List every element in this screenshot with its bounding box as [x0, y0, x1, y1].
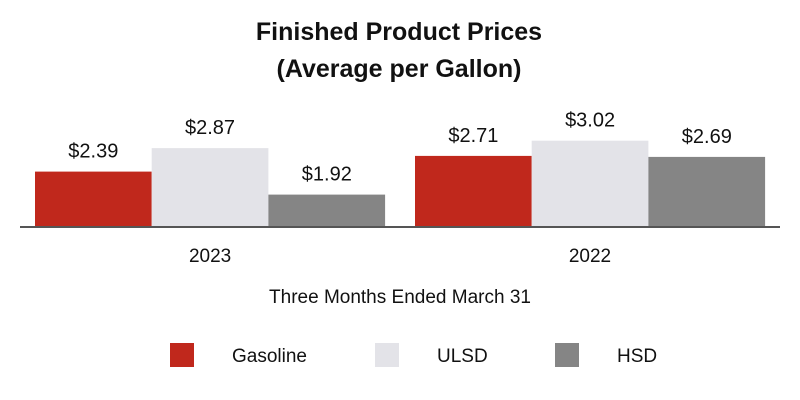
- chart-title: Finished Product Prices: [256, 18, 542, 46]
- data-label-hsd-2022: $2.69: [682, 126, 732, 148]
- bar-gasoline-2022: [415, 155, 532, 226]
- x-tick-label-2023: 2023: [189, 246, 231, 267]
- bars-group: [35, 140, 766, 226]
- chart-subtitle: (Average per Gallon): [277, 55, 522, 83]
- x-axis-title: Three Months Ended March 31: [269, 287, 531, 308]
- bar-hsd-2023: [268, 194, 386, 226]
- legend: Gasoline ULSD HSD: [170, 343, 657, 367]
- data-label-gasoline-2023: $2.39: [68, 141, 118, 163]
- legend-swatch-gasoline: [170, 343, 194, 367]
- bar-labels-group: $2.39 $2.87 $1.92 $2.71 $3.02 $2.69: [68, 110, 732, 186]
- x-tick-labels: 2023 2022: [189, 246, 611, 267]
- x-tick-label-2022: 2022: [569, 246, 611, 267]
- data-label-ulsd-2023: $2.87: [185, 117, 235, 139]
- legend-label-hsd: HSD: [617, 346, 657, 367]
- data-label-ulsd-2022: $3.02: [565, 110, 615, 132]
- data-label-gasoline-2022: $2.71: [448, 125, 498, 147]
- bar-hsd-2022: [648, 156, 766, 226]
- legend-label-ulsd: ULSD: [437, 346, 488, 367]
- data-label-hsd-2023: $1.92: [302, 164, 352, 186]
- bar-gasoline-2023: [35, 171, 152, 226]
- legend-swatch-ulsd: [375, 343, 399, 367]
- bar-ulsd-2023: [151, 148, 269, 226]
- bar-ulsd-2022: [531, 140, 649, 226]
- legend-swatch-hsd: [555, 343, 579, 367]
- legend-label-gasoline: Gasoline: [232, 346, 307, 367]
